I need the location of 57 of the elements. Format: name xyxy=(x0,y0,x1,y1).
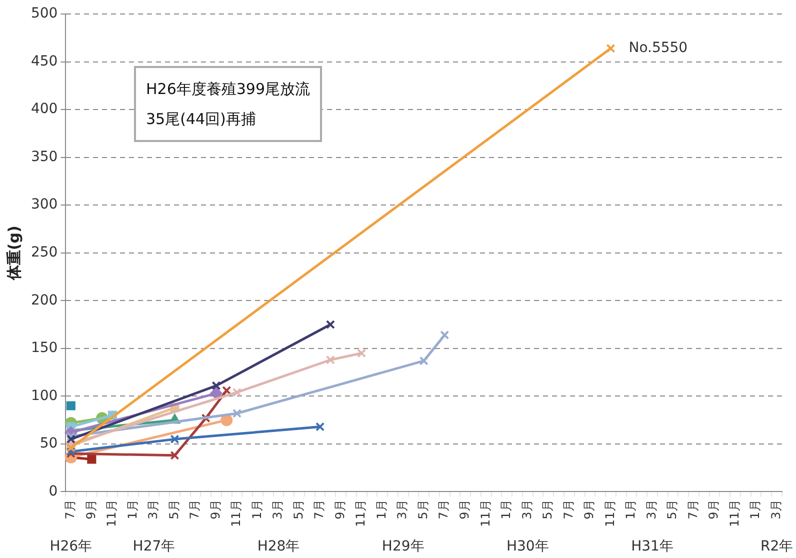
x-tick-label: 3月 xyxy=(520,500,534,520)
x-tick-label: 1月 xyxy=(374,500,388,520)
x-tick-label: 9月 xyxy=(84,500,98,520)
x-tick-label: 1月 xyxy=(125,500,140,520)
x-tick-label: 11月 xyxy=(478,500,492,528)
y-axis-title: 体重(g) xyxy=(4,226,23,282)
x-tick-label: 5月 xyxy=(665,500,680,520)
x-tick-label: 3月 xyxy=(644,500,658,520)
x-tick-label: 3月 xyxy=(146,500,160,520)
annotation: 35尾(44回)再捕 xyxy=(146,109,257,130)
text: H28年 xyxy=(257,538,300,555)
x-tick-label: 1月 xyxy=(250,500,264,520)
y-tick-label: 100 xyxy=(30,388,58,404)
series-label: No.5550 xyxy=(628,40,688,56)
x-tick-label: 7月 xyxy=(686,500,700,520)
y-tick-label: 200 xyxy=(30,292,58,308)
annotation: H26年度養殖399尾放流 xyxy=(146,79,310,100)
x-tick-label: 7月 xyxy=(436,500,451,520)
y-tick-label: 450 xyxy=(30,53,58,70)
x-tick-label: 9月 xyxy=(582,500,596,520)
x-tick-label: 11月 xyxy=(229,500,244,528)
x-tick-label: 3月 xyxy=(270,500,285,520)
text: H29年 xyxy=(382,538,424,555)
y-tick-label: 50 xyxy=(40,436,58,452)
x-tick-label: 9月 xyxy=(208,500,222,520)
x-tick-label: 1月 xyxy=(499,500,514,520)
x-tick-label: 5月 xyxy=(416,500,430,520)
y-tick-label: 0 xyxy=(48,483,58,500)
x-tick-label: 3月 xyxy=(768,500,783,520)
text: H31年 xyxy=(631,538,674,555)
y-tick-label: 500 xyxy=(30,6,58,22)
text: H26年 xyxy=(50,538,92,555)
text: R2年 xyxy=(760,538,794,555)
y-tick-label: 350 xyxy=(30,148,58,165)
y-tick-label: 400 xyxy=(30,101,58,118)
x-tick-label: 5月 xyxy=(291,500,306,520)
x-tick-label: 3月 xyxy=(395,500,410,520)
x-tick-label: 7月 xyxy=(63,500,78,520)
x-tick-label: 11月 xyxy=(104,500,119,528)
x-tick-label: 1月 xyxy=(748,500,762,520)
x-tick-label: 7月 xyxy=(561,500,576,520)
text: H30年 xyxy=(506,538,549,555)
x-tick-label: 5月 xyxy=(166,500,181,520)
y-tick-label: 250 xyxy=(30,244,58,261)
x-tick-label: 9月 xyxy=(706,500,721,520)
x-tick-label: 11月 xyxy=(727,500,742,528)
x-tick-label: 11月 xyxy=(354,500,368,528)
x-tick-label: 1月 xyxy=(624,500,638,520)
x-tick-label: 7月 xyxy=(312,500,326,520)
x-tick-label: 9月 xyxy=(332,500,347,520)
text: H27年 xyxy=(132,538,176,555)
x-tick-label: 11月 xyxy=(602,500,617,528)
x-tick-label: 9月 xyxy=(458,500,472,520)
y-tick-label: 300 xyxy=(30,196,58,213)
y-tick-label: 150 xyxy=(30,340,58,356)
x-tick-label: 5月 xyxy=(540,500,555,520)
x-tick-label: 7月 xyxy=(188,500,202,520)
